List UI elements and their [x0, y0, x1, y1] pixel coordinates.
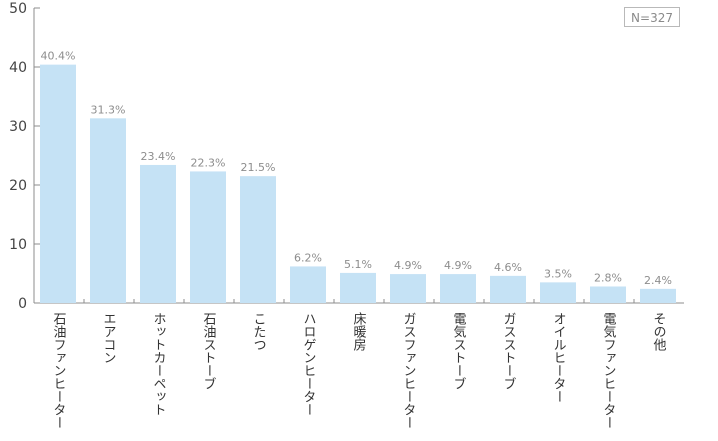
y-tick-label: 40 [9, 60, 27, 76]
bar [340, 272, 376, 303]
y-tick-label: 30 [9, 119, 27, 135]
bar [490, 275, 526, 303]
bar [40, 64, 76, 303]
category-label: エアコン [101, 312, 116, 364]
data-label: 4.9% [444, 259, 472, 272]
bar [90, 118, 126, 303]
category-label: 石油ファンヒーター [51, 312, 67, 429]
category-label: ガスファンヒーター [401, 312, 416, 429]
data-label: 4.6% [494, 261, 522, 274]
y-tick-label: 20 [9, 178, 27, 194]
category-label: その他 [651, 312, 667, 352]
data-label: 21.5% [241, 161, 276, 174]
category-label: ホットカーペット [151, 312, 167, 416]
y-tick-label: 0 [18, 296, 27, 312]
category-label: こたつ [251, 312, 266, 351]
data-label: 40.4% [41, 50, 76, 63]
y-tick-label: 10 [9, 237, 27, 253]
data-label: 5.1% [344, 258, 372, 271]
bar [440, 274, 476, 303]
category-label: 床暖房 [351, 312, 367, 351]
bar [590, 286, 626, 303]
bar [640, 288, 676, 303]
data-label: 6.2% [294, 251, 322, 264]
category-label: ガスストーブ [501, 312, 516, 390]
data-label: 4.9% [394, 259, 422, 272]
data-label: 23.4% [141, 150, 176, 163]
data-label: 22.3% [191, 156, 226, 169]
bar [140, 164, 176, 303]
bar [290, 266, 326, 303]
sample-size-note: N=327 [624, 7, 680, 27]
data-label: 2.8% [594, 271, 622, 284]
bar [390, 274, 426, 303]
bar [240, 176, 276, 303]
category-label: オイルヒーター [551, 312, 566, 403]
category-label: 電気ストーブ [451, 312, 467, 390]
data-label: 3.5% [544, 267, 572, 280]
data-label: 31.3% [91, 103, 126, 116]
bar [190, 171, 226, 303]
y-tick-label: 50 [9, 1, 27, 17]
category-label: 電気ファンヒーター [601, 312, 617, 429]
data-label: 2.4% [644, 274, 672, 287]
category-label: 石油ストーブ [201, 312, 217, 390]
bar [540, 282, 576, 303]
category-label: ハロゲンヒーター [301, 312, 317, 416]
